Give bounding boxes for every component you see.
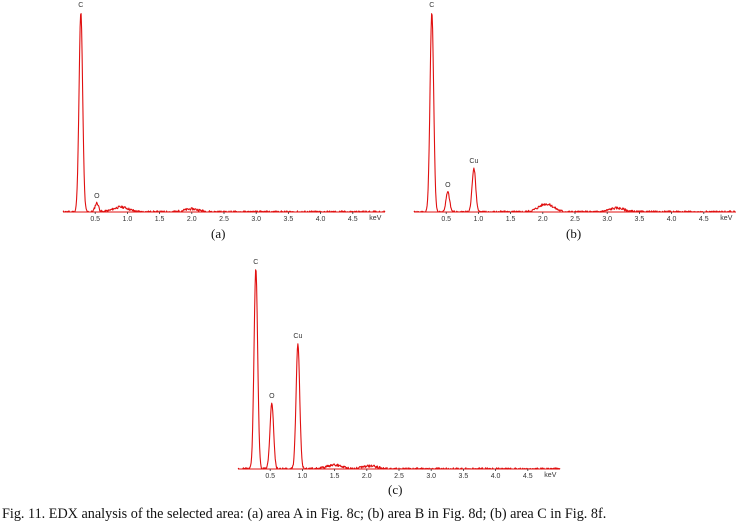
- x-tick-label: 4.0: [491, 473, 501, 480]
- x-tick-label: 2.0: [538, 216, 548, 223]
- edx-spectrum-panel-b: C O Cu 0.5 1.0 1.5 2.0 2.5 3.0 3.5 4.0 4.5 keV: [413, 2, 737, 223]
- figure-caption: Fig. 11. EDX analysis of the selected ar…: [2, 506, 607, 522]
- peak-label-o: O: [269, 393, 275, 400]
- spectrum-trace: [413, 13, 737, 213]
- x-tick-label: 1.5: [330, 473, 340, 480]
- peak-label-cu: Cu: [469, 158, 478, 165]
- edx-spectrum-panel-a: C O 0.5 1.0 1.5 2.0 2.5 3.0 3.5 4.0 4.5 keV: [62, 2, 386, 223]
- edx-spectrum-panel-c: C O Cu 0.5 1.0 1.5 2.0 2.5 3.0 3.5 4.0 4.5 keV: [237, 259, 561, 480]
- spectrum-trace: [237, 269, 561, 470]
- x-tick-label: 1.5: [506, 216, 516, 223]
- x-tick-label: 1.0: [298, 473, 308, 480]
- x-tick-label: 0.5: [441, 216, 451, 223]
- x-axis-unit-label: keV: [544, 472, 556, 479]
- panel-label-a: (a): [211, 226, 226, 241]
- peak-label-c: C: [78, 2, 83, 9]
- x-tick-label: 4.0: [667, 216, 677, 223]
- x-tick-label: 4.0: [316, 216, 326, 223]
- panel-label-c: (c): [388, 482, 403, 497]
- x-axis-unit-label: keV: [720, 215, 732, 222]
- x-tick-label: 2.5: [394, 473, 404, 480]
- x-tick-label: 2.0: [362, 473, 372, 480]
- x-tick-label: 2.0: [187, 216, 197, 223]
- x-tick-label: 3.5: [284, 216, 294, 223]
- x-tick-label: 1.5: [155, 216, 165, 223]
- x-tick-label: 0.5: [90, 216, 100, 223]
- x-tick-label: 4.5: [523, 473, 533, 480]
- x-tick-label: 4.5: [348, 216, 358, 223]
- peak-label-o: O: [445, 182, 451, 189]
- panel-label-b: (b): [566, 226, 582, 241]
- x-tick-label: 1.0: [123, 216, 133, 223]
- x-tick-label: 3.0: [251, 216, 261, 223]
- peak-label-c: C: [429, 2, 434, 9]
- spectrum-trace: [62, 13, 386, 213]
- x-tick-label: 2.5: [570, 216, 580, 223]
- x-tick-label: 3.5: [635, 216, 645, 223]
- x-tick-label: 3.5: [459, 473, 469, 480]
- x-tick-label: 1.0: [474, 216, 484, 223]
- x-tick-label: 3.0: [602, 216, 612, 223]
- peak-label-o: O: [94, 193, 100, 200]
- x-tick-label: 3.0: [426, 473, 436, 480]
- x-axis-unit-label: keV: [369, 215, 381, 222]
- x-tick-label: 2.5: [219, 216, 229, 223]
- peak-label-c: C: [253, 259, 258, 266]
- x-tick-label: 4.5: [699, 216, 709, 223]
- peak-label-cu: Cu: [293, 333, 302, 340]
- x-tick-label: 0.5: [265, 473, 275, 480]
